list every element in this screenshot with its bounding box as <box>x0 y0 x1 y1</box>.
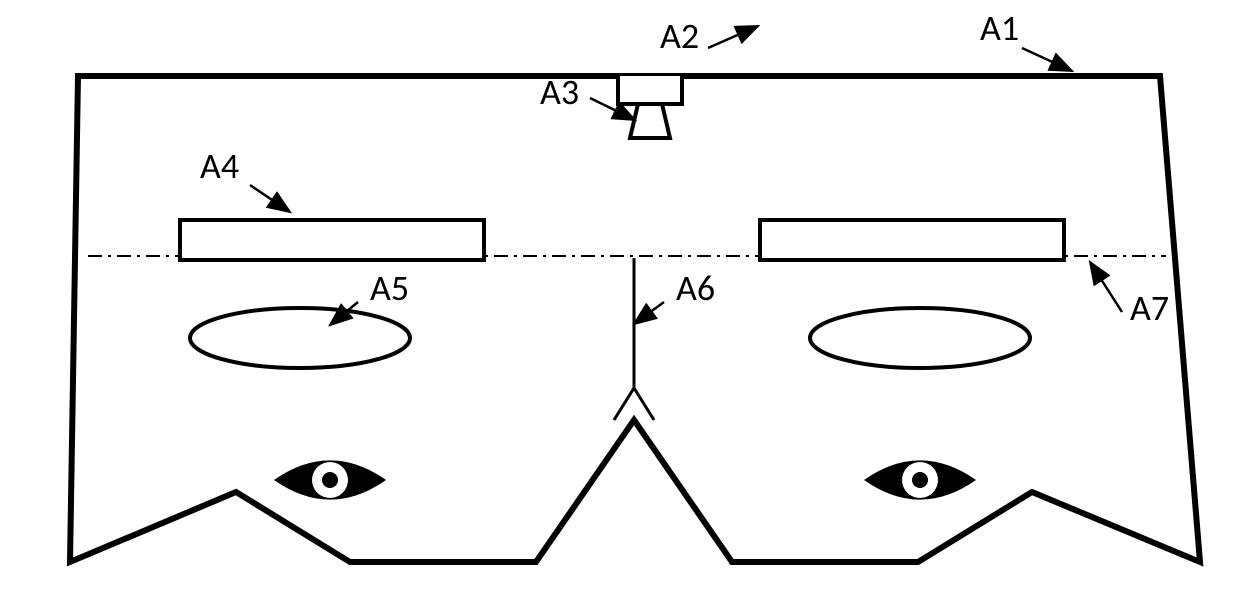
annotation-label-a2: A2 <box>660 14 699 58</box>
annotation-label-a3: A3 <box>540 70 579 114</box>
annotation-label-a6: A6 <box>676 266 715 310</box>
top-slot-a2 <box>618 76 682 104</box>
vr-headset-diagram: A1 A2 A3 A4 A5 A6 A7 <box>0 0 1240 592</box>
annotation-label-a5: A5 <box>370 266 409 310</box>
annotation-label-a4: A4 <box>200 144 239 188</box>
annotation-label-a7: A7 <box>1130 286 1169 330</box>
rect-right <box>760 220 1064 260</box>
rect-left-a4 <box>180 220 484 260</box>
annotation-label-a1: A1 <box>980 6 1019 50</box>
